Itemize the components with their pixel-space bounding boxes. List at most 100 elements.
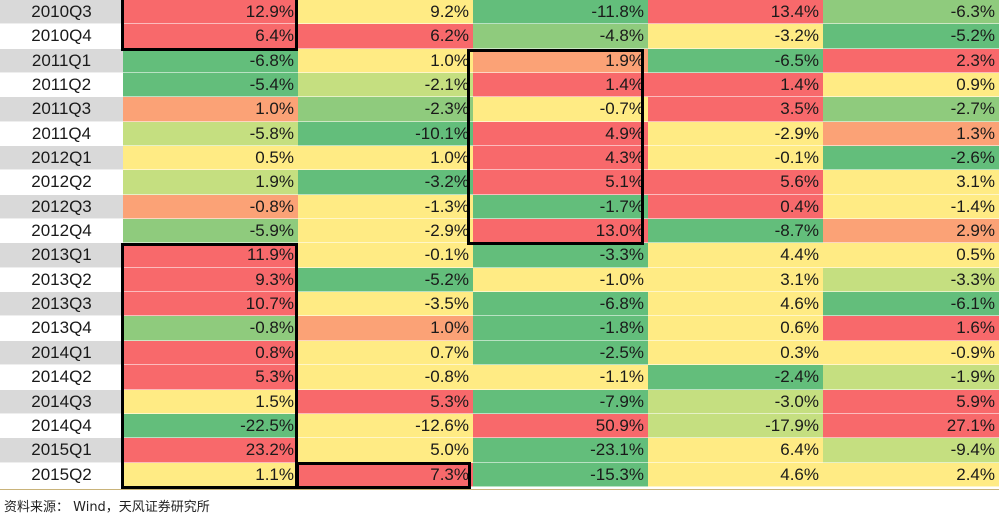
value-cell: 2.4% xyxy=(823,462,999,487)
value-cell: 0.5% xyxy=(123,146,298,171)
value-cell: 4.6% xyxy=(648,462,823,487)
table-row: 2013Q3 10.7% -3.5% -6.8% 4.6% -6.1% xyxy=(0,292,999,317)
period-label: 2013Q2 xyxy=(0,267,123,293)
period-label: 2011Q4 xyxy=(0,121,123,147)
table-row: 2013Q4 -0.8% 1.0% -1.8% 0.6% 1.6% xyxy=(0,316,999,341)
value-cell: 9.2% xyxy=(298,0,473,25)
value-cell: 3.1% xyxy=(823,170,999,195)
value-cell: 5.9% xyxy=(823,389,999,414)
value-cell: -2.1% xyxy=(298,73,473,98)
table-row: 2012Q2 1.9% -3.2% 5.1% 5.6% 3.1% xyxy=(0,170,999,195)
table-row: 2013Q1 11.9% -0.1% -3.3% 4.4% 0.5% xyxy=(0,243,999,268)
table-row: 2011Q2 -5.4% -2.1% 1.4% 1.4% 0.9% xyxy=(0,73,999,98)
value-cell: -3.2% xyxy=(648,24,823,49)
value-cell: 4.3% xyxy=(473,146,648,171)
table-row: 2012Q4 -5.9% -2.9% 13.0% -8.7% 2.9% xyxy=(0,219,999,244)
period-label: 2012Q3 xyxy=(0,194,123,220)
value-cell: 1.0% xyxy=(123,97,298,122)
value-cell: -2.4% xyxy=(648,365,823,390)
value-cell: -1.7% xyxy=(473,194,648,220)
value-cell: -2.9% xyxy=(298,219,473,244)
value-cell: -2.9% xyxy=(648,121,823,147)
value-cell: -3.2% xyxy=(298,170,473,195)
value-cell: 23.2% xyxy=(123,438,298,463)
value-cell: -1.9% xyxy=(823,365,999,390)
value-cell: 4.9% xyxy=(473,121,648,147)
value-cell: -5.8% xyxy=(123,121,298,147)
value-cell: 0.7% xyxy=(298,340,473,366)
value-cell: 1.0% xyxy=(298,146,473,171)
value-cell: 1.4% xyxy=(648,73,823,98)
value-cell: -5.2% xyxy=(298,267,473,293)
value-cell: -1.4% xyxy=(823,194,999,220)
value-cell: -0.7% xyxy=(473,97,648,122)
table-row: 2011Q4 -5.8% -10.1% 4.9% -2.9% 1.3% xyxy=(0,121,999,147)
period-label: 2015Q1 xyxy=(0,438,123,463)
value-cell: -0.1% xyxy=(648,146,823,171)
value-cell: 27.1% xyxy=(823,413,999,439)
value-cell: -11.8% xyxy=(473,0,648,25)
value-cell: -4.8% xyxy=(473,24,648,49)
value-cell: -0.9% xyxy=(823,340,999,366)
value-cell: -0.8% xyxy=(123,194,298,220)
value-cell: 1.1% xyxy=(123,462,298,487)
value-cell: 1.3% xyxy=(823,121,999,147)
table-row: 2014Q4 -22.5% -12.6% 50.9% -17.9% 27.1% xyxy=(0,413,999,439)
value-cell: 1.9% xyxy=(123,170,298,195)
table-row: 2010Q4 6.4% 6.2% -4.8% -3.2% -5.2% xyxy=(0,24,999,49)
value-cell: -3.0% xyxy=(648,389,823,414)
period-label: 2010Q4 xyxy=(0,24,123,49)
value-cell: -5.2% xyxy=(823,24,999,49)
value-cell: -2.6% xyxy=(823,146,999,171)
value-cell: -5.4% xyxy=(123,73,298,98)
value-cell: 3.5% xyxy=(648,97,823,122)
table-row: 2012Q1 0.5% 1.0% 4.3% -0.1% -2.6% xyxy=(0,146,999,171)
period-label: 2012Q1 xyxy=(0,146,123,171)
value-cell: 1.6% xyxy=(823,316,999,341)
value-cell: 1.4% xyxy=(473,73,648,98)
value-cell: 4.4% xyxy=(648,243,823,268)
value-cell: -0.1% xyxy=(298,243,473,268)
table-row: 2014Q3 1.5% 5.3% -7.9% -3.0% 5.9% xyxy=(0,389,999,414)
value-cell: -6.8% xyxy=(473,292,648,317)
value-cell: -1.3% xyxy=(298,194,473,220)
table-row: 2014Q1 0.8% 0.7% -2.5% 0.3% -0.9% xyxy=(0,340,999,366)
value-cell: 1.5% xyxy=(123,389,298,414)
value-cell: -12.6% xyxy=(298,413,473,439)
value-cell: 6.2% xyxy=(298,24,473,49)
value-cell: -17.9% xyxy=(648,413,823,439)
source-note: 资料来源： Wind，天风证券研究所 xyxy=(4,500,210,515)
value-cell: 1.9% xyxy=(473,48,648,74)
value-cell: 12.9% xyxy=(123,0,298,25)
value-cell: -2.7% xyxy=(823,97,999,122)
value-cell: 5.3% xyxy=(123,365,298,390)
table-row: 2010Q3 12.9% 9.2% -11.8% 13.4% -6.3% xyxy=(0,0,999,25)
value-cell: 7.3% xyxy=(298,462,473,487)
value-cell: -3.3% xyxy=(473,243,648,268)
value-cell: 4.6% xyxy=(648,292,823,317)
value-cell: 6.4% xyxy=(648,438,823,463)
period-label: 2011Q2 xyxy=(0,73,123,98)
period-label: 2011Q1 xyxy=(0,48,123,74)
value-cell: -6.3% xyxy=(823,0,999,25)
returns-table: 2010Q3 12.9% 9.2% -11.8% 13.4% -6.3% 2010Q4 6.4… xyxy=(0,0,999,487)
period-label: 2010Q3 xyxy=(0,0,123,25)
table-row: 2012Q3 -0.8% -1.3% -1.7% 0.4% -1.4% xyxy=(0,194,999,220)
value-cell: 6.4% xyxy=(123,24,298,49)
value-cell: 2.9% xyxy=(823,219,999,244)
value-cell: 0.8% xyxy=(123,340,298,366)
value-cell: -6.1% xyxy=(823,292,999,317)
value-cell: -6.5% xyxy=(648,48,823,74)
period-label: 2013Q1 xyxy=(0,243,123,268)
value-cell: 2.3% xyxy=(823,48,999,74)
period-label: 2013Q3 xyxy=(0,292,123,317)
value-cell: -6.8% xyxy=(123,48,298,74)
value-cell: -5.9% xyxy=(123,219,298,244)
value-cell: -7.9% xyxy=(473,389,648,414)
period-label: 2013Q4 xyxy=(0,316,123,341)
table-row: 2011Q3 1.0% -2.3% -0.7% 3.5% -2.7% xyxy=(0,97,999,122)
value-cell: 5.3% xyxy=(298,389,473,414)
table-row: 2013Q2 9.3% -5.2% -1.0% 3.1% -3.3% xyxy=(0,267,999,293)
period-label: 2014Q3 xyxy=(0,389,123,414)
value-cell: 0.6% xyxy=(648,316,823,341)
